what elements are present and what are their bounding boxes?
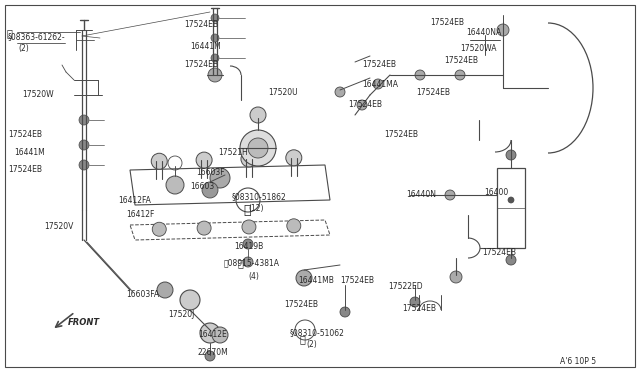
- Text: (12): (12): [248, 204, 264, 213]
- Circle shape: [340, 307, 350, 317]
- Circle shape: [157, 282, 173, 298]
- Circle shape: [286, 150, 302, 166]
- Text: 17524EB: 17524EB: [348, 100, 382, 109]
- Text: 16440NA: 16440NA: [466, 28, 501, 37]
- Text: 17520W: 17520W: [22, 90, 54, 99]
- Circle shape: [242, 220, 256, 234]
- Bar: [497, 168, 525, 248]
- Text: 17520V: 17520V: [44, 222, 74, 231]
- Text: 17520WA: 17520WA: [460, 44, 497, 53]
- Text: 16441MA: 16441MA: [362, 80, 398, 89]
- Circle shape: [506, 255, 516, 265]
- Text: 17524EB: 17524EB: [8, 130, 42, 139]
- Text: Ⓢ: Ⓢ: [300, 334, 306, 344]
- Circle shape: [79, 115, 89, 125]
- Circle shape: [410, 297, 420, 307]
- Circle shape: [445, 190, 455, 200]
- Circle shape: [196, 152, 212, 168]
- Circle shape: [211, 14, 219, 22]
- Circle shape: [508, 197, 514, 203]
- Text: Ⓦ08915-4381A: Ⓦ08915-4381A: [224, 258, 280, 267]
- Text: 17524EB: 17524EB: [362, 60, 396, 69]
- Circle shape: [166, 176, 184, 194]
- Circle shape: [241, 151, 257, 167]
- Text: A'6 10P 5: A'6 10P 5: [560, 357, 596, 366]
- Circle shape: [79, 140, 89, 150]
- Text: 17524EB: 17524EB: [184, 20, 218, 29]
- Circle shape: [373, 79, 383, 89]
- Circle shape: [205, 351, 215, 361]
- Text: (4): (4): [248, 272, 259, 281]
- Circle shape: [250, 107, 266, 123]
- Circle shape: [211, 34, 219, 42]
- Text: Ⓦ: Ⓦ: [238, 258, 244, 268]
- Text: 16441M: 16441M: [190, 42, 221, 51]
- Circle shape: [151, 153, 167, 169]
- Circle shape: [455, 70, 465, 80]
- Text: 17524EB: 17524EB: [184, 60, 218, 69]
- Circle shape: [180, 290, 200, 310]
- Circle shape: [497, 24, 509, 36]
- Text: §08310-51862: §08310-51862: [232, 192, 287, 201]
- Text: 16412E: 16412E: [198, 330, 227, 339]
- Text: 22670M: 22670M: [198, 348, 228, 357]
- Text: 16603: 16603: [190, 182, 214, 191]
- Circle shape: [287, 219, 301, 233]
- Circle shape: [506, 150, 516, 160]
- Text: FRONT: FRONT: [68, 318, 100, 327]
- Text: 16400: 16400: [484, 188, 508, 197]
- Text: 17521H: 17521H: [218, 148, 248, 157]
- Text: Ⓢ: Ⓢ: [243, 204, 250, 217]
- Text: 16419B: 16419B: [234, 242, 263, 251]
- Text: 17524EB: 17524EB: [384, 130, 418, 139]
- Circle shape: [450, 271, 462, 283]
- Text: 17524EB: 17524EB: [416, 88, 450, 97]
- Circle shape: [202, 182, 218, 198]
- Circle shape: [335, 87, 345, 97]
- Text: 16441MB: 16441MB: [298, 276, 334, 285]
- Text: 17524EB: 17524EB: [444, 56, 478, 65]
- Circle shape: [243, 257, 253, 267]
- Circle shape: [248, 138, 268, 158]
- Circle shape: [243, 239, 253, 249]
- Text: (2): (2): [306, 340, 317, 349]
- Text: 17522ED: 17522ED: [388, 282, 422, 291]
- Text: §08310-51062: §08310-51062: [290, 328, 345, 337]
- Text: 17524EB: 17524EB: [402, 304, 436, 313]
- Text: 16603F: 16603F: [196, 168, 225, 177]
- Text: 17524EB: 17524EB: [482, 248, 516, 257]
- Text: Ⓢ: Ⓢ: [7, 28, 13, 38]
- Circle shape: [79, 160, 89, 170]
- Circle shape: [197, 221, 211, 235]
- Circle shape: [152, 222, 166, 236]
- Circle shape: [415, 70, 425, 80]
- Text: 17520J: 17520J: [168, 310, 195, 319]
- Text: 16603FA: 16603FA: [126, 290, 159, 299]
- Circle shape: [240, 130, 276, 166]
- Text: 16441M: 16441M: [14, 148, 45, 157]
- Text: 17524EB: 17524EB: [430, 18, 464, 27]
- Text: 17524EB: 17524EB: [340, 276, 374, 285]
- Circle shape: [210, 168, 230, 188]
- Text: 17524EB: 17524EB: [8, 165, 42, 174]
- Circle shape: [200, 323, 220, 343]
- Circle shape: [357, 100, 367, 110]
- Circle shape: [208, 68, 222, 82]
- Circle shape: [296, 270, 312, 286]
- Text: 16412F: 16412F: [126, 210, 154, 219]
- Text: §08363-61262-: §08363-61262-: [8, 32, 66, 41]
- Circle shape: [212, 327, 228, 343]
- Circle shape: [211, 54, 219, 62]
- Text: (2): (2): [18, 44, 29, 53]
- Text: 17524EB: 17524EB: [284, 300, 318, 309]
- Text: 16440N: 16440N: [406, 190, 436, 199]
- Text: 16412FA: 16412FA: [118, 196, 151, 205]
- Text: 17520U: 17520U: [268, 88, 298, 97]
